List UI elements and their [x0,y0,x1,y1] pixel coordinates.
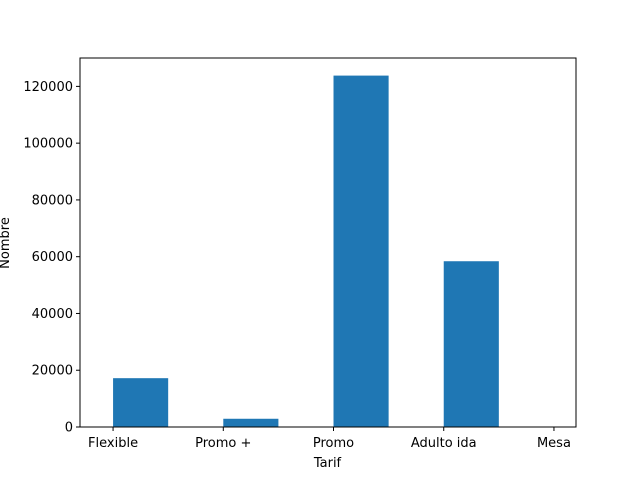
y-tick-label-4: 80000 [32,193,73,208]
y-tick-label-3: 60000 [32,250,73,265]
x-tick-label-3: Adulto ida [411,436,477,451]
y-tick-label-6: 120000 [23,80,73,95]
plot-frame [79,57,577,428]
y-tick-label-1: 20000 [32,364,73,379]
x-tick-label-1: Promo + [195,436,251,451]
y-tick-label-5: 100000 [23,137,73,152]
x-axis-label: Tarif [313,456,342,471]
bars-layer [113,75,499,428]
bar-3 [333,75,389,428]
x-axis-ticks: Flexible Promo + Promo Adulto ida Mesa [88,427,571,451]
bar-5 [443,261,499,427]
bar-0 [113,378,169,427]
y-tick-label-0: 0 [65,421,73,436]
x-tick-label-0: Flexible [88,436,138,451]
y-tick-label-2: 40000 [32,307,73,322]
x-tick-label-4: Mesa [537,436,571,451]
x-tick-label-2: Promo [313,436,354,451]
y-axis-label: Nombre [0,217,13,269]
y-axis-ticks: 0 20000 40000 60000 80000 100000 120000 [23,80,80,436]
bar-1 [223,418,279,427]
